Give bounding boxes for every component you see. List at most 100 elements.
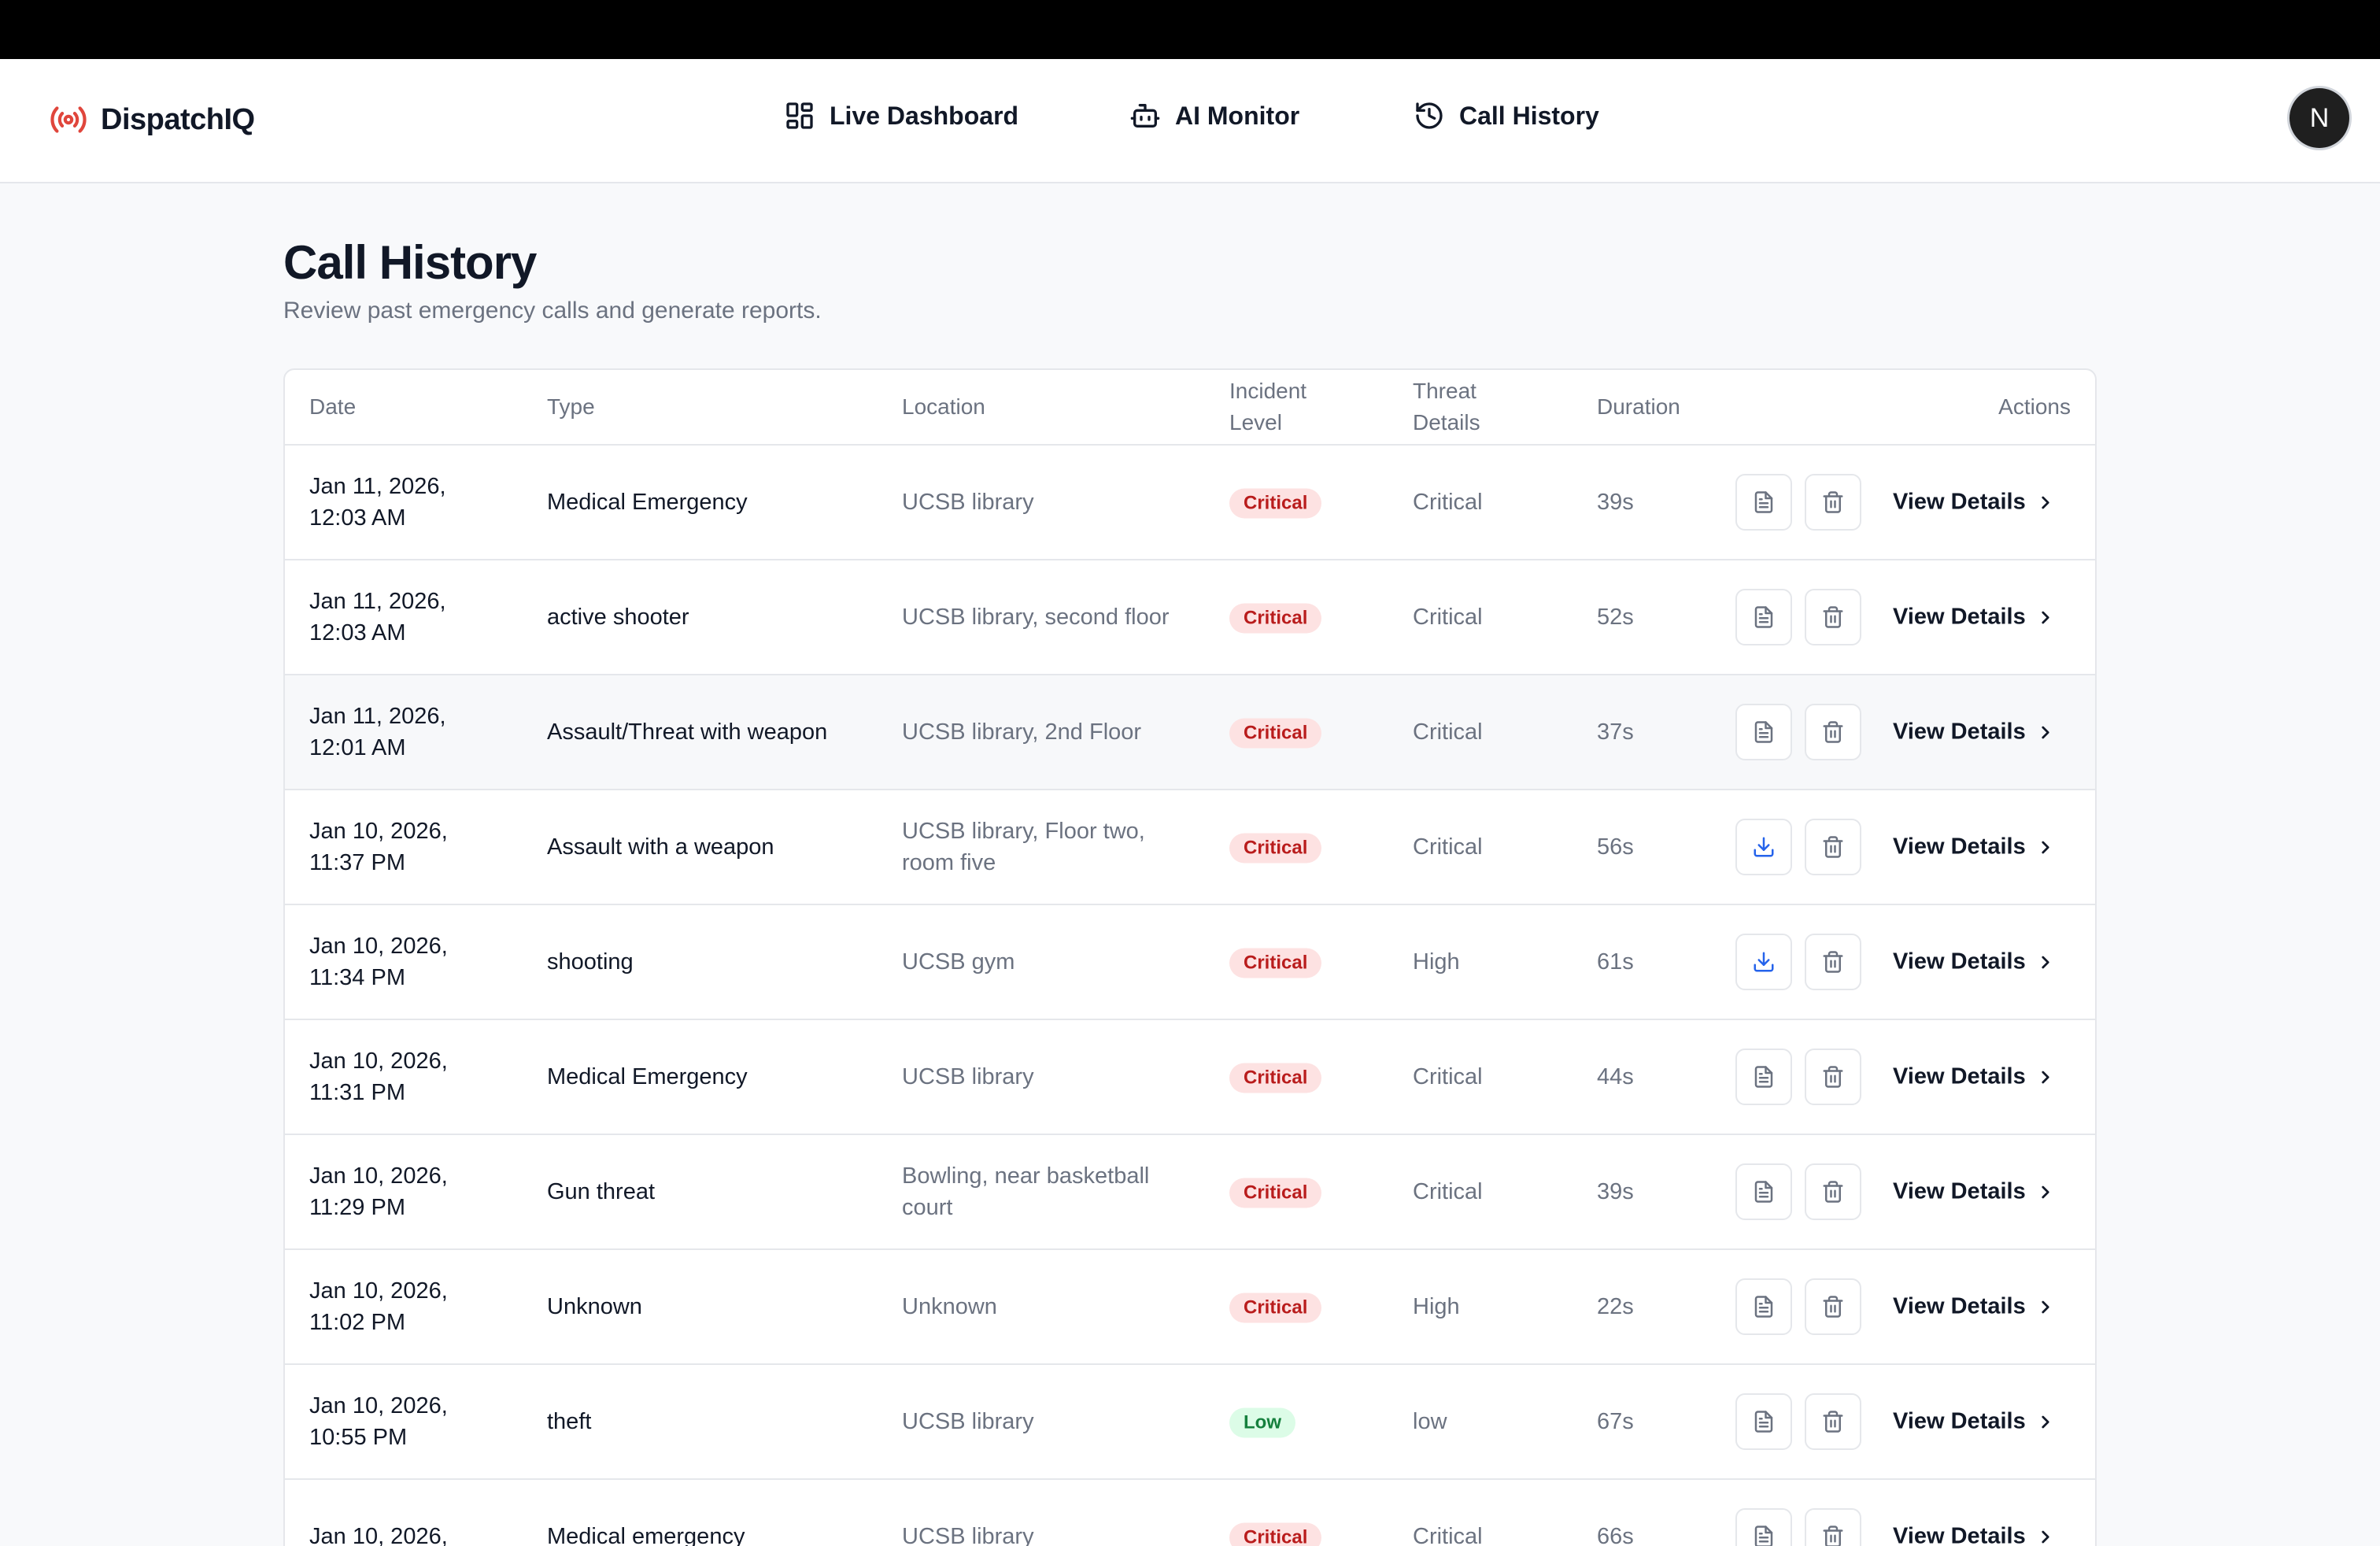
delete-button[interactable] [1805, 1508, 1861, 1546]
cell-type: Medical Emergency [547, 1064, 748, 1089]
cell-type: Medical Emergency [547, 490, 748, 515]
view-details-link[interactable]: View Details [1893, 490, 2056, 516]
chevron-right-icon [2042, 726, 2049, 738]
view-details-link[interactable]: View Details [1893, 605, 2056, 631]
time-line: 12:03 AM [309, 620, 406, 645]
broadcast-icon [50, 106, 87, 133]
generate-report-button[interactable] [1735, 1049, 1792, 1105]
view-details-label: View Details [1893, 604, 2026, 630]
table-row[interactable]: Jan 10, 2026, 11:37 PM Assault with a we… [285, 790, 2095, 905]
view-details-link[interactable]: View Details [1893, 834, 2056, 860]
generate-report-button[interactable] [1735, 1278, 1792, 1335]
generate-report-button[interactable] [1735, 1508, 1792, 1546]
cell-date: Jan 10, 2026, 10:55 PM [309, 1390, 498, 1453]
cell-threat-details: Critical [1413, 834, 1483, 860]
delete-button[interactable] [1805, 819, 1861, 875]
cell-date: Jan 10, 2026, [309, 1521, 498, 1546]
cell-incident-level: Low [1229, 1406, 1295, 1438]
incident-level-badge: Critical [1229, 488, 1322, 519]
cell-location: Unknown [902, 1291, 1185, 1322]
generate-report-button[interactable] [1735, 819, 1792, 875]
cell-date: Jan 11, 2026, 12:03 AM [309, 586, 498, 649]
location-line1: UCSB library [902, 1064, 1034, 1089]
cell-location: UCSB gym [902, 946, 1185, 978]
generate-report-button[interactable] [1735, 704, 1792, 760]
view-details-link[interactable]: View Details [1893, 1179, 2056, 1205]
generate-report-button[interactable] [1735, 1163, 1792, 1220]
delete-button[interactable] [1805, 1393, 1861, 1450]
table-body: Jan 11, 2026, 12:03 AM Medical Emergency… [285, 446, 2095, 1546]
table-row[interactable]: Jan 10, 2026, 11:34 PM shooting UCSB gym… [285, 905, 2095, 1020]
call-history-table: Date Type Location Incident Level Threat… [283, 368, 2097, 1546]
cell-threat-details: Critical [1413, 1524, 1483, 1546]
cell-type: Assault with a weapon [547, 834, 774, 860]
delete-button[interactable] [1805, 474, 1861, 531]
cell-threat-details: High [1413, 949, 1460, 975]
cell-duration: 67s [1597, 1409, 1634, 1434]
cell-type: Gun threat [547, 1179, 656, 1204]
location-line1: UCSB library, 2nd Floor [902, 719, 1142, 745]
view-details-link[interactable]: View Details [1893, 1294, 2056, 1320]
cell-location: UCSB library [902, 1521, 1185, 1546]
table-row[interactable]: Jan 10, 2026, 11:29 PM Gun threat Bowlin… [285, 1135, 2095, 1250]
table-row[interactable]: Jan 11, 2026, 12:01 AM Assault/Threat wi… [285, 675, 2095, 790]
delete-button[interactable] [1805, 1278, 1861, 1335]
view-details-link[interactable]: View Details [1893, 719, 2056, 745]
view-details-link[interactable]: View Details [1893, 949, 2056, 975]
table-row[interactable]: Jan 11, 2026, 12:03 AM Medical Emergency… [285, 446, 2095, 560]
delete-button[interactable] [1805, 1049, 1861, 1105]
trash-icon [1823, 836, 1843, 858]
time-line: 11:29 PM [309, 1195, 405, 1220]
cell-duration: 61s [1597, 949, 1634, 975]
generate-report-button[interactable] [1735, 934, 1792, 990]
time-line: 12:01 AM [309, 735, 406, 760]
generate-report-button[interactable] [1735, 474, 1792, 531]
cell-incident-level: Critical [1229, 486, 1322, 519]
history-icon [1416, 102, 1443, 129]
delete-button[interactable] [1805, 704, 1861, 760]
view-details-label: View Details [1893, 1408, 2026, 1434]
cell-threat-details: Critical [1413, 1064, 1483, 1089]
cell-incident-level: Critical [1229, 1176, 1322, 1208]
view-details-label: View Details [1893, 1523, 2026, 1546]
incident-level-badge: Critical [1229, 1063, 1322, 1093]
view-details-link[interactable]: View Details [1893, 1524, 2056, 1546]
generate-report-button[interactable] [1735, 589, 1792, 645]
view-details-link[interactable]: View Details [1893, 1409, 2056, 1435]
view-details-link[interactable]: View Details [1893, 1064, 2056, 1090]
document-icon [1754, 491, 1773, 513]
nav-call-history[interactable]: Call History [1414, 100, 1599, 131]
cell-date: Jan 10, 2026, 11:29 PM [309, 1160, 498, 1223]
cell-type: Unknown [547, 1294, 642, 1319]
table-row[interactable]: Jan 11, 2026, 12:03 AM active shooter UC… [285, 560, 2095, 675]
cell-type: shooting [547, 949, 634, 975]
delete-button[interactable] [1805, 589, 1861, 645]
nav-ai-monitor[interactable]: AI Monitor [1129, 100, 1299, 131]
table-row[interactable]: Jan 10, 2026, 10:55 PM theft UCSB librar… [285, 1365, 2095, 1480]
cell-type: Assault/Threat with weapon [547, 719, 828, 745]
date-line: Jan 11, 2026, [309, 704, 446, 729]
location-line1: UCSB gym [902, 949, 1015, 975]
nav-live-dashboard[interactable]: Live Dashboard [784, 100, 1018, 131]
generate-report-button[interactable] [1735, 1393, 1792, 1450]
time-line: 10:55 PM [309, 1425, 408, 1450]
delete-button[interactable] [1805, 934, 1861, 990]
user-avatar[interactable]: N [2289, 88, 2349, 148]
table-row[interactable]: Jan 10, 2026, 11:31 PM Medical Emergency… [285, 1020, 2095, 1135]
cell-threat-details: Critical [1413, 605, 1483, 630]
table-row[interactable]: Jan 10, 2026, 11:02 PM Unknown Unknown C… [285, 1250, 2095, 1365]
time-line: 12:03 AM [309, 505, 406, 531]
cell-date: Jan 11, 2026, 12:03 AM [309, 471, 498, 534]
table-row[interactable]: Jan 10, 2026, Medical emergency UCSB lib… [285, 1480, 2095, 1546]
view-details-label: View Details [1893, 949, 2026, 975]
header-threat-details: Threat Details [1413, 375, 1480, 438]
brand-logo[interactable]: DispatchIQ [49, 100, 255, 139]
delete-button[interactable] [1805, 1163, 1861, 1220]
cell-incident-level: Critical [1229, 946, 1322, 978]
document-icon [1754, 1181, 1773, 1203]
chevron-right-icon [2042, 1185, 2049, 1198]
location-line1: Bowling, near basketball [902, 1163, 1150, 1189]
cell-duration: 44s [1597, 1064, 1634, 1089]
chevron-right-icon [2042, 956, 2049, 968]
main-content: Call History Review past emergency calls… [283, 183, 2097, 1546]
